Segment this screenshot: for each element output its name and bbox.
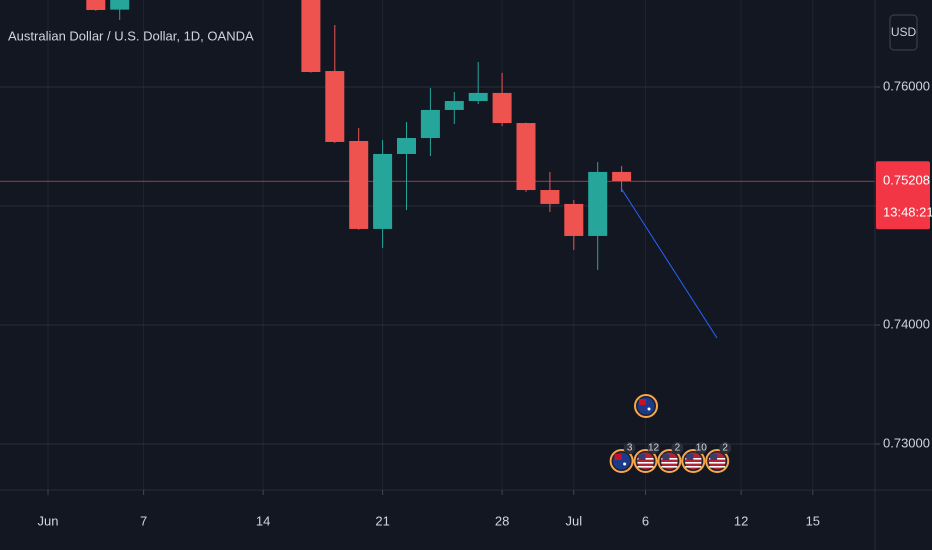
- x-tick-label: 28: [495, 513, 509, 528]
- x-tick-label: Jul: [565, 513, 582, 528]
- flag-stripe: [661, 466, 678, 468]
- flag-canton: [662, 454, 670, 460]
- event-count-badge: [695, 442, 708, 454]
- x-tick-label: 6: [642, 513, 649, 528]
- flag-stripe: [637, 462, 654, 464]
- last-price-label: 0.75208: [883, 173, 930, 188]
- candle-body: [540, 190, 560, 204]
- trend-line: [620, 187, 718, 339]
- candles: [86, 0, 632, 270]
- event-count: 3: [627, 443, 633, 454]
- event-count-badge: [647, 442, 660, 454]
- candle-body: [86, 0, 106, 10]
- event-count-badge: [671, 442, 684, 454]
- chart-title: Australian Dollar / U.S. Dollar, 1D, OAN…: [8, 28, 254, 43]
- candle-body: [373, 153, 393, 229]
- last-price-box: [876, 161, 930, 230]
- x-tick-label: 15: [806, 513, 820, 528]
- candle-body: [612, 171, 632, 182]
- candle-body: [397, 138, 416, 154]
- flag-stripe: [661, 462, 678, 464]
- event-count-badge: [623, 442, 636, 454]
- flag-star: [647, 407, 651, 411]
- flag-canton: [638, 454, 646, 460]
- axes: Jun7142128Jul612150.730000.740000.750000…: [38, 78, 932, 528]
- x-tick-label: 12: [734, 513, 748, 528]
- candle-body: [325, 71, 345, 142]
- candle-body: [516, 123, 536, 191]
- y-tick-label: 0.74000: [883, 316, 930, 331]
- candle-body: [110, 0, 130, 10]
- flag-canton: [686, 454, 694, 460]
- flag-canton: [710, 454, 718, 460]
- flag-stripe: [709, 466, 726, 468]
- event-count: 2: [722, 443, 728, 454]
- flag-canton: [639, 399, 646, 405]
- event-count: 12: [648, 443, 660, 454]
- flag-canton: [614, 454, 622, 460]
- x-tick-label: 14: [256, 513, 270, 528]
- event-count: 2: [675, 443, 681, 454]
- event-count: 10: [696, 443, 708, 454]
- events: 3 12 2 10 2: [609, 394, 732, 473]
- y-tick-label: 0.76000: [883, 78, 930, 93]
- x-tick-label: Jun: [38, 513, 59, 528]
- candle-body: [349, 141, 369, 229]
- event-count-badge: [719, 442, 732, 454]
- flag-stripe: [685, 462, 702, 464]
- flag-stripe: [709, 462, 726, 464]
- candle-body: [564, 203, 584, 236]
- flag-star: [623, 462, 627, 466]
- y-tick-label: 0.73000: [883, 435, 930, 450]
- candle-body: [492, 92, 512, 124]
- candle-body: [301, 0, 321, 72]
- x-tick-label: 21: [375, 513, 389, 528]
- flag-stripe: [637, 466, 654, 468]
- countdown-label: 13:48:21: [883, 205, 932, 220]
- flag-stripe: [685, 466, 702, 468]
- candle-body: [444, 101, 464, 110]
- candle-body: [420, 109, 440, 139]
- currency-label[interactable]: USD: [891, 25, 917, 39]
- x-tick-label: 7: [140, 513, 147, 528]
- currency-button[interactable]: [889, 14, 918, 51]
- candle-body: [468, 92, 488, 102]
- candle-body: [588, 171, 608, 236]
